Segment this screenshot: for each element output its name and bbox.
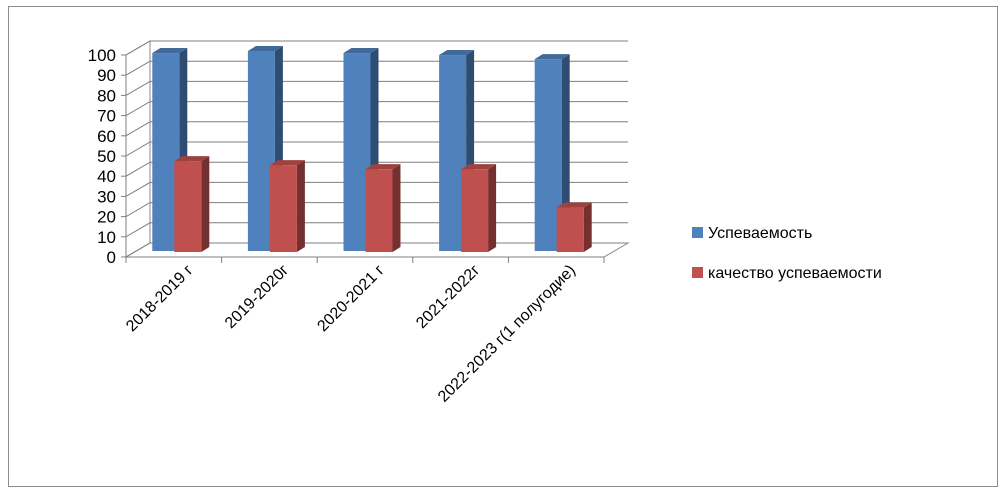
bar-top <box>269 160 305 166</box>
bar-series2 <box>365 164 401 252</box>
bar-top <box>556 202 592 208</box>
bar-side <box>488 164 497 252</box>
bar-front <box>556 207 584 252</box>
bar-series2 <box>269 160 305 252</box>
legend-item: качество успеваемости <box>692 265 882 282</box>
bar-front <box>461 169 489 252</box>
legend: Успеваемость качество успеваемости <box>692 225 882 282</box>
bar-front <box>269 165 297 252</box>
y-tick-label: 80 <box>97 86 116 105</box>
x-category-label: 2020-2021 г <box>314 262 388 336</box>
y-tick-label: 30 <box>97 187 116 206</box>
legend-label: качество успеваемости <box>708 265 882 282</box>
legend-swatch <box>692 267 703 278</box>
gridline <box>125 40 628 56</box>
x-category-label: 2018-2019 г <box>123 262 197 336</box>
bar-top <box>439 50 475 56</box>
x-category-label: 2021-2022г <box>413 262 483 332</box>
bar-side <box>392 164 401 252</box>
bar-side <box>583 202 592 252</box>
bar-series2 <box>461 164 497 252</box>
bar-side <box>561 54 570 251</box>
y-tick-label: 0 <box>107 248 116 267</box>
bar-front <box>365 169 393 252</box>
y-tick-label: 20 <box>97 208 116 227</box>
bar-top <box>174 156 210 162</box>
legend-swatch <box>692 227 703 238</box>
bar-top <box>343 48 379 54</box>
bar-top <box>247 46 283 52</box>
bar-side <box>296 160 305 252</box>
x-category-label: 2019-2020г <box>222 262 292 332</box>
x-axis <box>125 55 605 263</box>
y-tick-label: 100 <box>88 46 116 65</box>
legend-item: Успеваемость <box>692 225 812 242</box>
y-tick-label: 70 <box>97 107 116 126</box>
bar-side <box>201 156 210 252</box>
bar-series2 <box>556 202 592 252</box>
bar-top <box>534 54 570 60</box>
y-tick-label: 40 <box>97 167 116 186</box>
bar-top <box>152 48 188 54</box>
y-tick-label: 10 <box>97 228 116 247</box>
bars <box>152 46 592 252</box>
legend-label: Успеваемость <box>708 225 812 242</box>
bar-front <box>174 161 202 252</box>
y-tick-label: 90 <box>97 66 116 85</box>
x-axis-category-labels: 2018-2019 г 2019-2020г 2020-2021 г 2021-202… <box>123 262 579 406</box>
bar-series2 <box>174 156 210 252</box>
y-tick-label: 50 <box>97 147 116 166</box>
y-tick-label: 60 <box>97 127 116 146</box>
bar-top <box>365 164 401 170</box>
bar-top <box>461 164 497 170</box>
